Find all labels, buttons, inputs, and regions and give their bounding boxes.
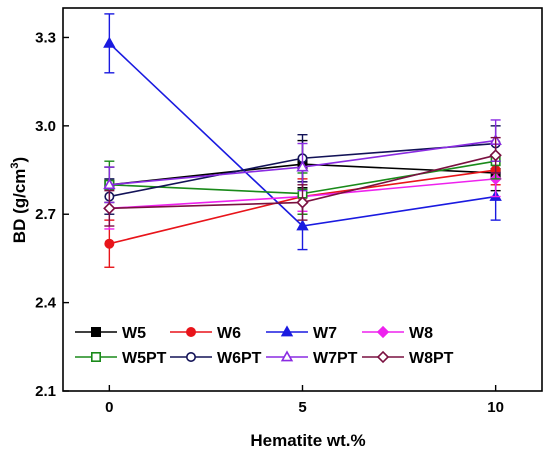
legend-marker xyxy=(186,351,197,362)
legend-label: W5 xyxy=(122,325,146,342)
data-point-w8pt xyxy=(296,196,309,209)
legend: W5 W6 W7 W8 W5PT W6PT W7PT W8PT xyxy=(75,325,454,367)
legend-item-w8pt: W8PT xyxy=(362,350,454,367)
y-tick-label: 3.0 xyxy=(35,118,56,135)
data-point-w7pt xyxy=(103,178,116,190)
series-layer xyxy=(103,13,502,268)
y-axis-title-close: ) xyxy=(10,157,29,163)
data-point-w7 xyxy=(296,219,309,231)
x-tick-label: 5 xyxy=(298,399,306,416)
legend-marker xyxy=(91,351,102,362)
data-point-w8pt xyxy=(489,149,502,162)
data-point-w7 xyxy=(103,36,116,48)
ticks: 2.1 2.4 2.7 3.0 3.3 0 5 10 xyxy=(35,29,504,416)
legend-label: W6PT xyxy=(217,350,262,367)
y-axis-title-sup: 3 xyxy=(9,162,21,168)
y-tick-label: 2.7 xyxy=(35,206,56,223)
legend-label: W8 xyxy=(409,325,433,342)
legend-marker xyxy=(280,325,294,337)
legend-label: W6 xyxy=(217,325,241,342)
y-tick-label: 3.3 xyxy=(35,29,56,46)
legend-label: W7PT xyxy=(313,350,358,367)
y-tick-label: 2.1 xyxy=(35,383,56,400)
data-point-w6 xyxy=(104,238,115,249)
y-axis-title: BD (g/cm3) xyxy=(9,157,29,243)
legend-label: W5PT xyxy=(122,350,167,367)
legend-label: W8PT xyxy=(409,350,454,367)
y-axis-title-main: BD (g/cm xyxy=(10,169,29,244)
legend-marker xyxy=(376,350,390,364)
x-tick-label: 10 xyxy=(487,399,504,416)
legend-item-w5: W5 xyxy=(75,325,146,342)
legend-marker xyxy=(376,325,390,339)
legend-item-w6pt: W6PT xyxy=(170,350,262,367)
x-tick-label: 0 xyxy=(105,399,113,416)
legend-marker xyxy=(186,326,197,337)
legend-item-w5pt: W5PT xyxy=(75,350,167,367)
y-tick-label: 2.4 xyxy=(35,295,57,312)
series-w8pt xyxy=(103,136,502,227)
legend-item-w7pt: W7PT xyxy=(266,350,358,367)
x-axis-title: Hematite wt.% xyxy=(250,431,365,450)
legend-item-w8: W8 xyxy=(362,325,433,342)
legend-marker xyxy=(280,350,294,362)
data-point-w7pt xyxy=(296,160,309,172)
data-point-w8pt xyxy=(103,202,116,215)
legend-item-w7: W7 xyxy=(266,325,337,342)
legend-item-w6: W6 xyxy=(170,325,241,342)
legend-marker xyxy=(91,326,102,337)
legend-label: W7 xyxy=(313,325,337,342)
